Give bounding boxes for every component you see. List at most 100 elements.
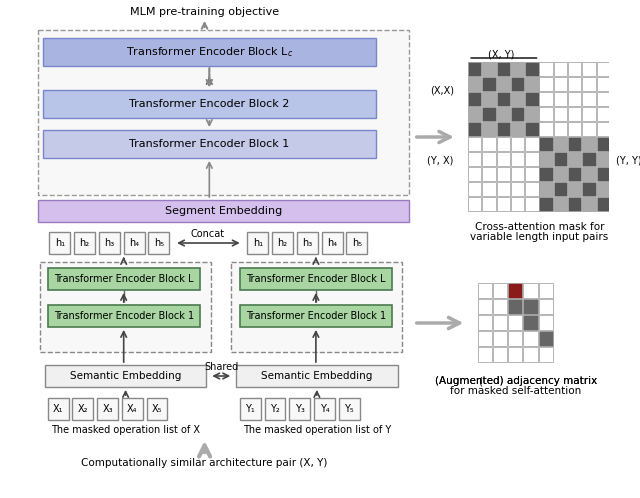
Bar bbox=[314, 398, 335, 420]
Bar bbox=[582, 107, 596, 121]
Text: (: ( bbox=[477, 376, 482, 386]
Bar bbox=[497, 137, 510, 151]
Bar bbox=[483, 137, 496, 151]
Bar bbox=[596, 152, 610, 166]
Text: h₁: h₁ bbox=[55, 238, 65, 248]
Bar bbox=[511, 152, 524, 166]
Bar bbox=[596, 137, 610, 151]
Bar bbox=[540, 137, 553, 151]
Bar bbox=[596, 62, 610, 76]
Text: Concat: Concat bbox=[191, 229, 225, 239]
Bar bbox=[540, 122, 553, 136]
Bar bbox=[493, 315, 507, 330]
Bar bbox=[493, 283, 507, 298]
Text: h₄: h₄ bbox=[129, 238, 140, 248]
Bar bbox=[468, 92, 481, 106]
Bar bbox=[582, 92, 596, 106]
Text: Computationally similar architecture pair (X, Y): Computationally similar architecture pai… bbox=[81, 458, 328, 468]
Text: X₂: X₂ bbox=[77, 404, 88, 414]
Text: (Augmented) adjacency matrix: (Augmented) adjacency matrix bbox=[435, 376, 597, 386]
Text: X₄: X₄ bbox=[127, 404, 138, 414]
Bar bbox=[483, 92, 496, 106]
Bar bbox=[468, 122, 481, 136]
Bar bbox=[554, 152, 567, 166]
Bar bbox=[511, 92, 524, 106]
Bar bbox=[582, 122, 596, 136]
Bar bbox=[582, 167, 596, 181]
Text: h₃: h₃ bbox=[104, 238, 115, 248]
Bar bbox=[538, 347, 553, 362]
Bar bbox=[322, 232, 342, 254]
Text: h₅: h₅ bbox=[154, 238, 164, 248]
Bar bbox=[554, 167, 567, 181]
Bar bbox=[540, 62, 553, 76]
Bar bbox=[240, 398, 260, 420]
Bar bbox=[538, 331, 553, 346]
Bar bbox=[483, 152, 496, 166]
Text: Y₁: Y₁ bbox=[245, 404, 255, 414]
Bar bbox=[99, 232, 120, 254]
Text: MLM pre-training objective: MLM pre-training objective bbox=[130, 7, 279, 17]
Bar bbox=[508, 347, 522, 362]
Text: h₂: h₂ bbox=[278, 238, 287, 248]
Bar bbox=[97, 398, 118, 420]
Bar bbox=[596, 77, 610, 91]
Bar bbox=[483, 167, 496, 181]
Bar bbox=[468, 182, 481, 196]
Bar bbox=[122, 398, 143, 420]
Bar bbox=[524, 299, 538, 314]
Bar bbox=[47, 305, 200, 327]
Bar bbox=[497, 167, 510, 181]
Bar bbox=[508, 283, 522, 298]
Text: (X, Y): (X, Y) bbox=[488, 49, 515, 59]
Text: Y₄: Y₄ bbox=[319, 404, 330, 414]
Text: Cross-attention mask for: Cross-attention mask for bbox=[475, 222, 604, 232]
Bar bbox=[483, 122, 496, 136]
Bar bbox=[468, 167, 481, 181]
Bar bbox=[264, 398, 285, 420]
Bar bbox=[124, 232, 145, 254]
Text: for masked self-attention: for masked self-attention bbox=[450, 386, 581, 396]
Bar bbox=[511, 182, 524, 196]
Bar bbox=[511, 122, 524, 136]
Bar bbox=[493, 347, 507, 362]
Text: (Augmented) adjacency matrix: (Augmented) adjacency matrix bbox=[435, 376, 597, 386]
Bar bbox=[248, 232, 268, 254]
Bar bbox=[45, 365, 207, 387]
Bar bbox=[297, 232, 318, 254]
Bar bbox=[483, 197, 496, 211]
Bar bbox=[568, 122, 581, 136]
Bar bbox=[497, 182, 510, 196]
Bar bbox=[554, 137, 567, 151]
Bar bbox=[497, 107, 510, 121]
Bar bbox=[468, 107, 481, 121]
Bar bbox=[554, 62, 567, 76]
Bar bbox=[596, 107, 610, 121]
Bar bbox=[240, 305, 392, 327]
Bar bbox=[497, 62, 510, 76]
Bar bbox=[554, 197, 567, 211]
Bar bbox=[38, 200, 409, 222]
Bar bbox=[538, 315, 553, 330]
Bar bbox=[148, 232, 170, 254]
Text: Semantic Embedding: Semantic Embedding bbox=[70, 371, 181, 381]
Bar bbox=[508, 315, 522, 330]
Bar bbox=[525, 152, 538, 166]
Bar bbox=[346, 232, 367, 254]
Bar bbox=[468, 62, 481, 76]
Bar bbox=[231, 262, 403, 352]
Text: The masked operation list of X: The masked operation list of X bbox=[51, 425, 200, 435]
Bar bbox=[554, 77, 567, 91]
Bar bbox=[525, 182, 538, 196]
Bar bbox=[43, 130, 376, 158]
Text: X₃: X₃ bbox=[102, 404, 113, 414]
Bar bbox=[43, 90, 376, 118]
Bar bbox=[147, 398, 168, 420]
Bar bbox=[289, 398, 310, 420]
Bar bbox=[525, 122, 538, 136]
Bar bbox=[511, 62, 524, 76]
Bar bbox=[582, 137, 596, 151]
Text: X₅: X₅ bbox=[152, 404, 162, 414]
Bar bbox=[493, 299, 507, 314]
Bar bbox=[524, 347, 538, 362]
